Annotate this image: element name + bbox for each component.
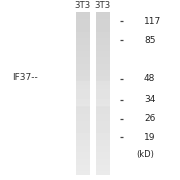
Text: 34: 34 xyxy=(144,95,155,104)
Text: 19: 19 xyxy=(144,133,156,142)
Text: 3T3: 3T3 xyxy=(75,1,91,10)
Text: 85: 85 xyxy=(144,36,156,45)
Text: 117: 117 xyxy=(144,17,161,26)
Text: 26: 26 xyxy=(144,114,155,123)
Text: (kD): (kD) xyxy=(136,150,154,159)
Text: 3T3: 3T3 xyxy=(94,1,111,10)
Text: 48: 48 xyxy=(144,74,155,83)
Text: IF37--: IF37-- xyxy=(12,73,37,82)
